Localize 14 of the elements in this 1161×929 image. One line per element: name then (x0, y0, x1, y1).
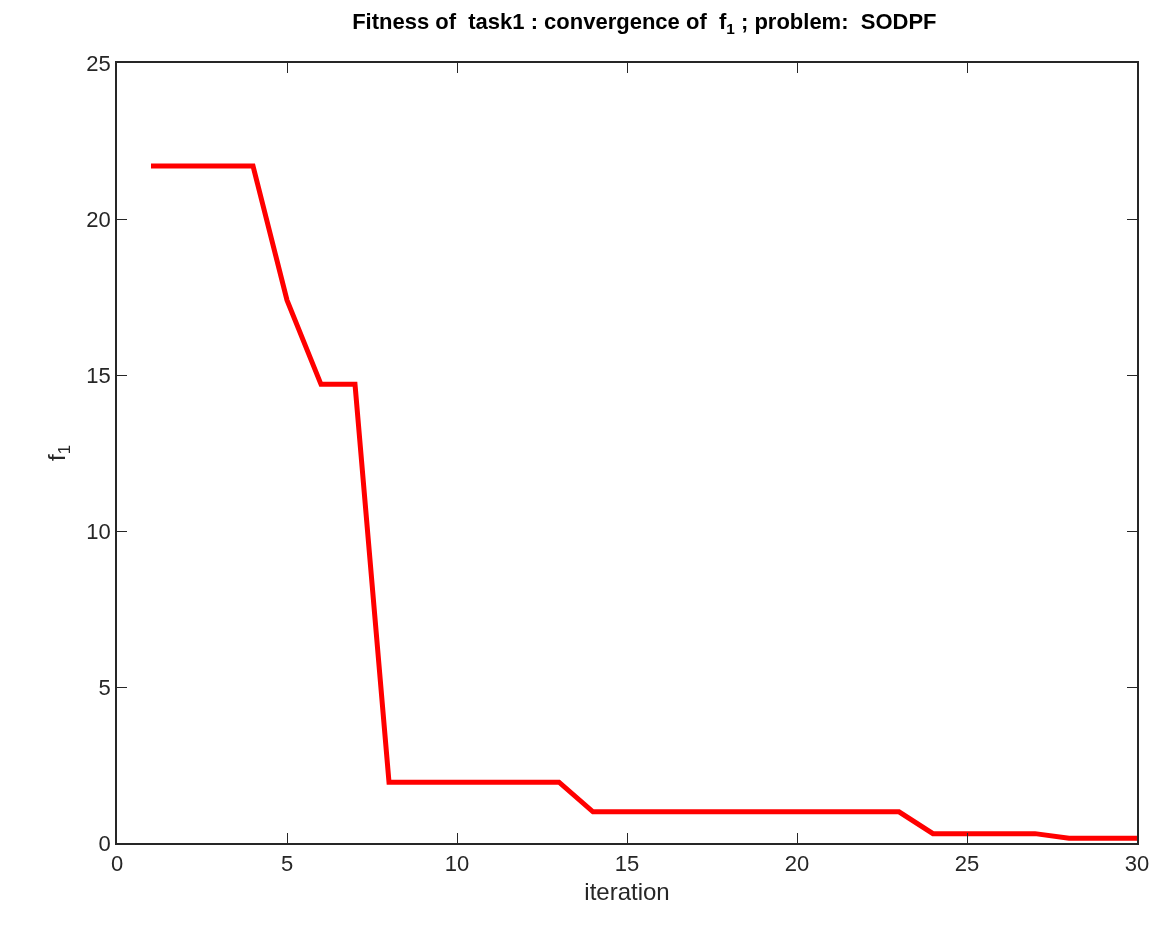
x-tick-label: 5 (280, 851, 294, 877)
x-tick-label: 20 (784, 851, 810, 877)
y-tick-label: 25 (86, 50, 111, 76)
x-tick-label: 15 (614, 851, 640, 877)
y-tick-label: 15 (86, 362, 111, 388)
y-tick-label: 10 (86, 518, 111, 544)
x-tick-label: 30 (1124, 851, 1150, 877)
x-tick-label: 10 (444, 851, 470, 877)
y-tick-label: 0 (98, 830, 111, 856)
x-tick-label: 25 (954, 851, 980, 877)
y-tick-label: 5 (98, 674, 111, 700)
y-tick-label: 20 (86, 206, 111, 232)
chart-title: Fitness of task1 : convergence of f$_{1}$ ; problem: SODPF (352, 9, 937, 37)
x-axis-title: iteration (584, 877, 670, 905)
